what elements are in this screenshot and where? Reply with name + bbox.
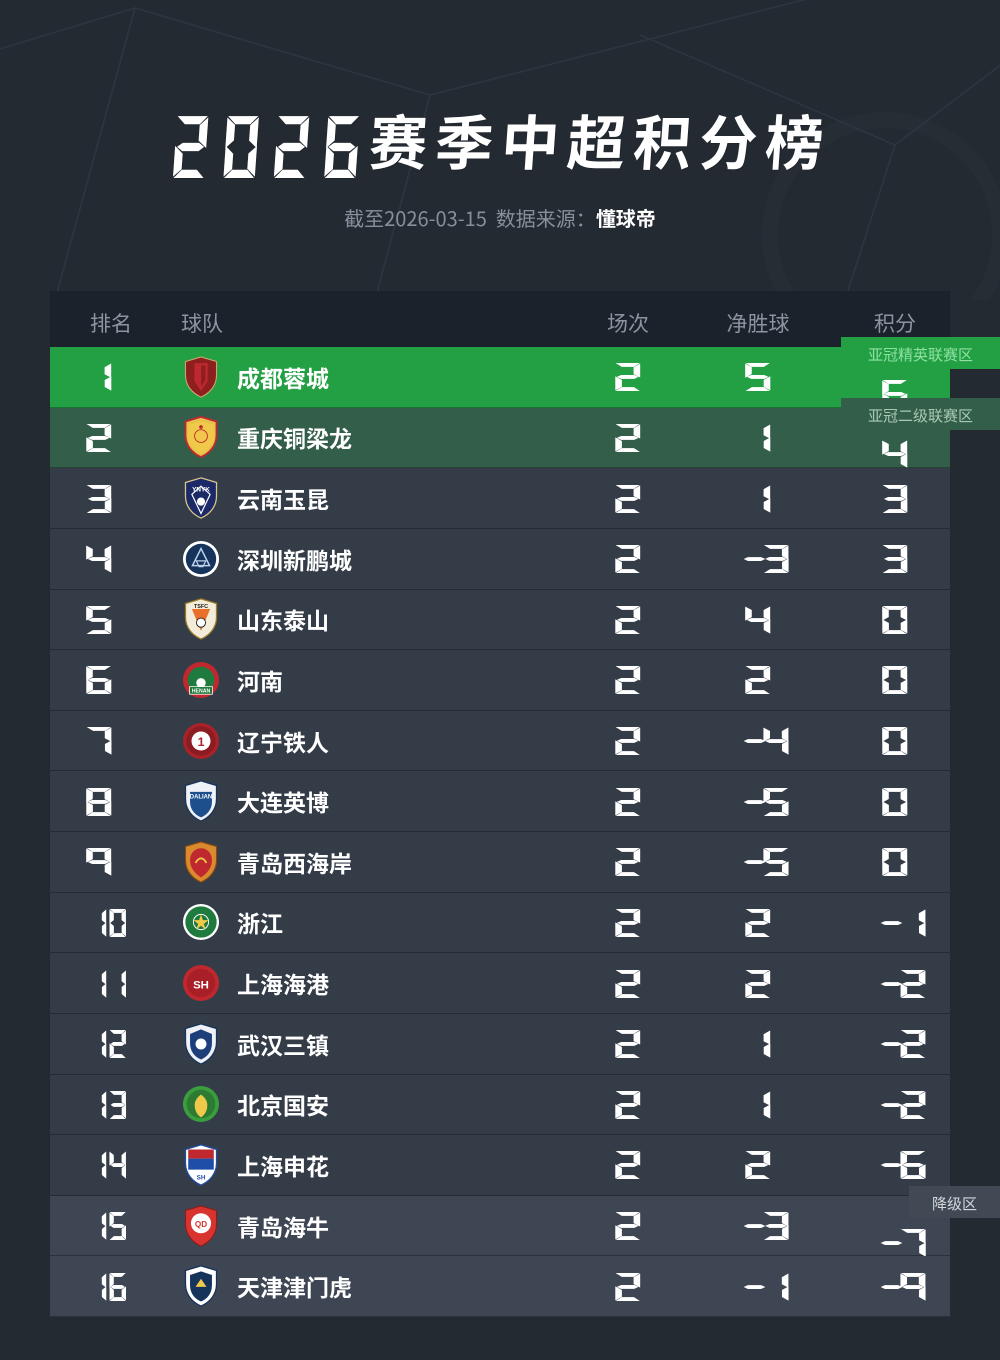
svg-text:SH: SH: [193, 980, 209, 992]
svg-text:1: 1: [198, 734, 205, 748]
svg-text:TSFC: TSFC: [194, 604, 208, 610]
svg-text:SH: SH: [197, 1175, 206, 1182]
svg-text:YNYK: YNYK: [192, 487, 210, 494]
svg-text:HENAN: HENAN: [192, 688, 211, 694]
svg-text:DALIAN: DALIAN: [190, 794, 212, 800]
svg-text:QD: QD: [195, 1219, 207, 1228]
